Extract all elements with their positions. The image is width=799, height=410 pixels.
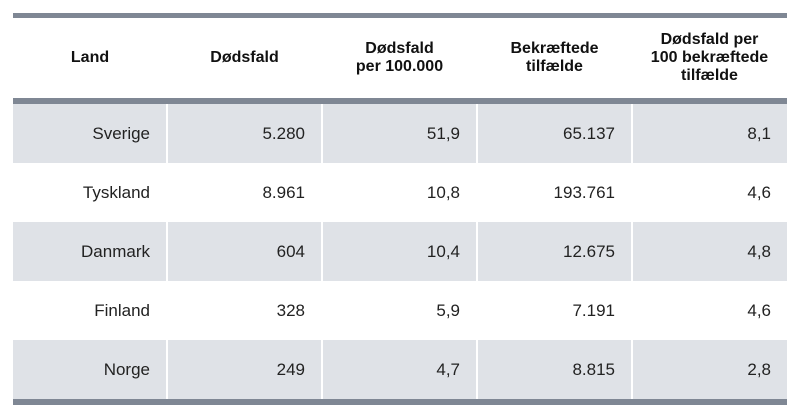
header-line: tilfælde [681,67,738,84]
header-line: Dødsfald per [660,31,759,48]
cell-country: Norge [13,340,167,399]
cell-deaths: 328 [166,281,322,340]
cell-country: Sverige [13,104,167,163]
cell-deaths: 249 [166,340,322,399]
table-row: Danmark 604 10,4 12.675 4,8 [13,222,787,281]
table-row: Tyskland 8.961 10,8 193.761 4,6 [13,163,787,222]
header-line: Bekræftede [510,40,599,57]
statistics-table-body: Sverige 5.280 51,9 65.137 8,1 Tyskland 8… [13,104,787,399]
cell-deaths-per-100000: 4,7 [321,340,477,399]
bottom-rule [13,399,787,405]
header-line: tilfælde [526,58,583,75]
statistics-table: Land Dødsfald Dødsfald per 100.000 Bekræ… [13,18,787,98]
cell-country: Tyskland [13,163,167,222]
header-doedsfald: Dødsfald [167,18,322,98]
cell-deaths-per-100-cases: 4,8 [631,222,787,281]
table-row: Sverige 5.280 51,9 65.137 8,1 [13,104,787,163]
top-rule [13,13,787,18]
header-land-line: Land [70,49,110,66]
cell-confirmed-cases: 8.815 [476,340,632,399]
cell-confirmed-cases: 65.137 [476,104,632,163]
header-line: per 100.000 [355,58,444,75]
header-bekraeftede-tilfaelde: Bekræftede tilfælde [477,18,632,98]
cell-deaths-per-100-cases: 8,1 [631,104,787,163]
header-doedsfald-per-100000: Dødsfald per 100.000 [322,18,477,98]
cell-confirmed-cases: 7.191 [476,281,632,340]
cell-deaths-per-100000: 10,8 [321,163,477,222]
header-doedsfald-per-100-bekraeftede: Dødsfald per 100 bekræftede tilfælde [632,18,787,98]
header-line: 100 bekræftede [650,49,769,66]
cell-deaths-per-100000: 5,9 [321,281,477,340]
table-header: Land Dødsfald Dødsfald per 100.000 Bekræ… [13,18,787,98]
header-doedsfald-line: Dødsfald [210,49,279,66]
header-line: Dødsfald [365,40,434,57]
table-row: Norge 249 4,7 8.815 2,8 [13,340,787,399]
cell-confirmed-cases: 12.675 [476,222,632,281]
cell-deaths-per-100000: 10,4 [321,222,477,281]
cell-confirmed-cases: 193.761 [476,163,632,222]
table-row: Finland 328 5,9 7.191 4,6 [13,281,787,340]
cell-deaths-per-100-cases: 4,6 [631,281,787,340]
cell-deaths-per-100-cases: 2,8 [631,340,787,399]
cell-deaths-per-100000: 51,9 [321,104,477,163]
statistics-table-frame: Land Dødsfald Dødsfald per 100.000 Bekræ… [13,13,787,405]
cell-deaths: 5.280 [166,104,322,163]
header-land: Land [13,18,167,98]
cell-deaths-per-100-cases: 4,6 [631,163,787,222]
header-rule [13,98,787,104]
cell-country: Danmark [13,222,167,281]
cell-deaths: 604 [166,222,322,281]
cell-deaths: 8.961 [166,163,322,222]
cell-country: Finland [13,281,167,340]
